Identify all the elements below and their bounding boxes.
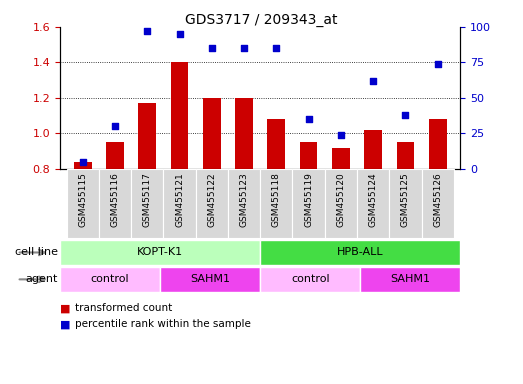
Text: SAHM1: SAHM1 xyxy=(190,274,230,285)
Bar xyxy=(235,98,253,169)
Bar xyxy=(260,240,460,265)
Bar xyxy=(360,267,460,292)
Bar xyxy=(60,267,160,292)
Text: agent: agent xyxy=(25,274,58,285)
Text: ■: ■ xyxy=(60,319,71,329)
Text: transformed count: transformed count xyxy=(75,303,172,313)
Bar xyxy=(260,267,360,292)
Bar xyxy=(196,169,228,238)
Point xyxy=(401,112,410,118)
Bar xyxy=(396,142,414,169)
Bar xyxy=(364,130,382,169)
Text: percentile rank within the sample: percentile rank within the sample xyxy=(75,319,251,329)
Text: GSM455119: GSM455119 xyxy=(304,172,313,227)
Text: GSM455125: GSM455125 xyxy=(401,172,410,227)
Bar xyxy=(139,103,156,169)
Bar xyxy=(170,63,188,169)
Text: GSM455118: GSM455118 xyxy=(272,172,281,227)
Text: cell line: cell line xyxy=(15,247,58,258)
Bar xyxy=(389,169,422,238)
Bar xyxy=(99,169,131,238)
Bar xyxy=(429,119,447,169)
Bar xyxy=(203,98,221,169)
Text: ■: ■ xyxy=(60,303,71,313)
Bar xyxy=(422,169,454,238)
Point xyxy=(143,28,152,34)
Bar xyxy=(106,142,124,169)
Text: GSM455121: GSM455121 xyxy=(175,172,184,227)
Bar xyxy=(228,169,260,238)
Bar xyxy=(292,169,325,238)
Bar xyxy=(131,169,163,238)
Text: control: control xyxy=(91,274,130,285)
Text: GSM455117: GSM455117 xyxy=(143,172,152,227)
Bar xyxy=(332,148,350,169)
Text: control: control xyxy=(291,274,329,285)
Text: GSM455120: GSM455120 xyxy=(336,172,345,227)
Point xyxy=(304,116,313,122)
Point xyxy=(337,132,345,138)
Bar xyxy=(260,169,292,238)
Bar xyxy=(325,169,357,238)
Bar xyxy=(60,240,260,265)
Point xyxy=(240,45,248,51)
Text: HPB-ALL: HPB-ALL xyxy=(337,247,383,258)
Point xyxy=(369,78,377,84)
Text: GDS3717 / 209343_at: GDS3717 / 209343_at xyxy=(185,13,338,27)
Bar xyxy=(163,169,196,238)
Point xyxy=(111,123,119,129)
Point xyxy=(175,31,184,37)
Bar xyxy=(357,169,389,238)
Text: GSM455116: GSM455116 xyxy=(110,172,119,227)
Point xyxy=(208,45,216,51)
Text: GSM455126: GSM455126 xyxy=(433,172,442,227)
Text: GSM455124: GSM455124 xyxy=(369,172,378,227)
Text: SAHM1: SAHM1 xyxy=(390,274,430,285)
Bar xyxy=(74,162,92,169)
Text: GSM455122: GSM455122 xyxy=(207,172,217,227)
Text: GSM455123: GSM455123 xyxy=(240,172,248,227)
Bar xyxy=(267,119,285,169)
Point xyxy=(78,159,87,165)
Point xyxy=(272,45,280,51)
Text: KOPT-K1: KOPT-K1 xyxy=(137,247,183,258)
Bar xyxy=(300,142,317,169)
Point xyxy=(434,61,442,67)
Bar xyxy=(66,169,99,238)
Text: GSM455115: GSM455115 xyxy=(78,172,87,227)
Bar xyxy=(160,267,260,292)
